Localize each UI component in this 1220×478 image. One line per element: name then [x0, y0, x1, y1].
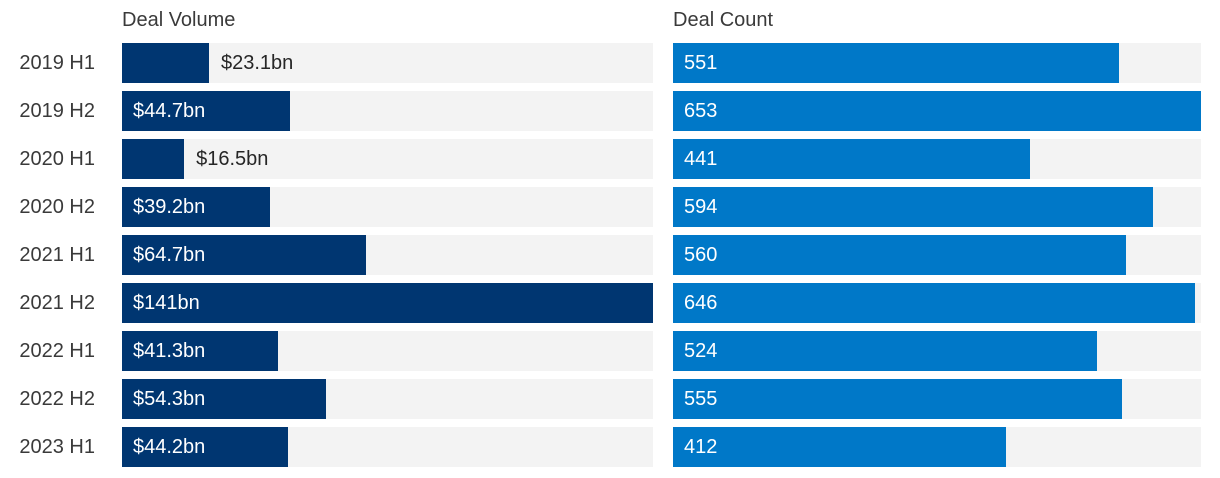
- count-bar-track: 646: [673, 283, 1201, 323]
- volume-value-label: $64.7bn: [133, 243, 206, 266]
- count-bar: 524: [673, 331, 1097, 371]
- volume-bar-track: $41.3bn: [122, 331, 653, 371]
- volume-column-header: Deal Volume: [122, 9, 236, 31]
- volume-bar: $141bn: [122, 283, 653, 323]
- volume-bar-track: $16.5bn: [122, 139, 653, 179]
- chart-row: 2023 H1 $44.2bn 412: [0, 427, 1220, 467]
- volume-bar: [122, 43, 209, 83]
- chart-row: 2019 H2 $44.7bn 653: [0, 91, 1220, 131]
- volume-bar-track: $23.1bn: [122, 43, 653, 83]
- volume-bar-track: $141bn: [122, 283, 653, 323]
- count-bar: 555: [673, 379, 1122, 419]
- count-bar-track: 653: [673, 91, 1201, 131]
- volume-value-label: $54.3bn: [133, 387, 206, 410]
- volume-bar: $54.3bn: [122, 379, 327, 419]
- row-label: 2022 H1: [19, 339, 95, 362]
- count-value-label: 560: [684, 243, 718, 266]
- volume-value-label: $44.2bn: [133, 435, 206, 458]
- count-value-label: 555: [684, 387, 718, 410]
- volume-bar: [122, 139, 185, 179]
- count-bar: 594: [673, 187, 1154, 227]
- volume-value-label: $16.5bn: [196, 147, 269, 170]
- chart-row: 2020 H1 $16.5bn 441: [0, 139, 1220, 179]
- volume-value-label: $141bn: [133, 291, 200, 314]
- chart-row: 2019 H1 $23.1bn 551: [0, 43, 1220, 83]
- count-bar: 560: [673, 235, 1126, 275]
- count-value-label: 653: [684, 99, 718, 122]
- count-bar: 653: [673, 91, 1201, 131]
- volume-value-label: $44.7bn: [133, 99, 206, 122]
- count-bar-track: 524: [673, 331, 1201, 371]
- volume-value-label: $41.3bn: [133, 339, 206, 362]
- row-label: 2019 H1: [19, 51, 95, 74]
- count-value-label: 646: [684, 291, 718, 314]
- volume-bar-track: $44.2bn: [122, 427, 653, 467]
- volume-bar: $64.7bn: [122, 235, 366, 275]
- row-label: 2022 H2: [19, 387, 95, 410]
- row-label: 2019 H2: [19, 99, 95, 122]
- count-value-label: 551: [684, 51, 718, 74]
- volume-bar: $41.3bn: [122, 331, 278, 371]
- count-bar-track: 441: [673, 139, 1201, 179]
- chart-row: 2021 H1 $64.7bn 560: [0, 235, 1220, 275]
- row-label: 2023 H1: [19, 435, 95, 458]
- volume-bar: $44.2bn: [122, 427, 289, 467]
- chart-row: 2022 H2 $54.3bn 555: [0, 379, 1220, 419]
- volume-bar-track: $64.7bn: [122, 235, 653, 275]
- count-bar-track: 412: [673, 427, 1201, 467]
- volume-bar: $39.2bn: [122, 187, 270, 227]
- row-label: 2021 H1: [19, 243, 95, 266]
- rows: 2019 H1 $23.1bn 551 2019 H2 $44.7bn 653 …: [0, 43, 1220, 467]
- chart-row: 2020 H2 $39.2bn 594: [0, 187, 1220, 227]
- count-bar: 441: [673, 139, 1030, 179]
- column-headers: Deal Volume Deal Count: [0, 0, 1220, 43]
- chart-row: 2022 H1 $41.3bn 524: [0, 331, 1220, 371]
- count-bar-track: 555: [673, 379, 1201, 419]
- count-bar: 646: [673, 283, 1196, 323]
- volume-value-label: $23.1bn: [220, 51, 294, 74]
- count-bar: 551: [673, 43, 1119, 83]
- count-column-header: Deal Count: [673, 9, 774, 31]
- row-label: 2020 H2: [19, 195, 95, 218]
- volume-value-label: $39.2bn: [133, 195, 206, 218]
- count-value-label: 441: [684, 147, 718, 170]
- count-bar-track: 560: [673, 235, 1201, 275]
- count-bar-track: 551: [673, 43, 1201, 83]
- volume-bar-track: $39.2bn: [122, 187, 653, 227]
- row-label: 2021 H2: [19, 291, 95, 314]
- volume-bar-track: $44.7bn: [122, 91, 653, 131]
- count-value-label: 412: [684, 435, 718, 458]
- count-value-label: 524: [684, 339, 718, 362]
- count-bar-track: 594: [673, 187, 1201, 227]
- count-value-label: 594: [684, 195, 718, 218]
- volume-bar-track: $54.3bn: [122, 379, 653, 419]
- count-bar: 412: [673, 427, 1007, 467]
- volume-bar: $44.7bn: [122, 91, 291, 131]
- chart-row: 2021 H2 $141bn 646: [0, 283, 1220, 323]
- row-label: 2020 H1: [19, 147, 95, 170]
- header-spacer: [0, 8, 122, 43]
